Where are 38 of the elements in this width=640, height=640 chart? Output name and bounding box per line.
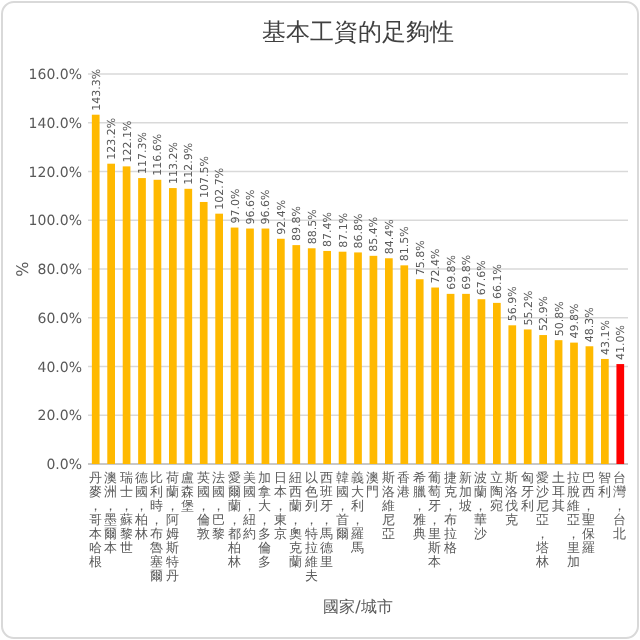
bar [261, 228, 270, 464]
bar [554, 340, 563, 464]
bar [277, 238, 285, 464]
bar [138, 178, 146, 464]
bar [230, 227, 239, 464]
bar [107, 163, 115, 464]
bar [477, 299, 486, 464]
bar [508, 325, 517, 464]
chart-title: 基本工資的足夠性 [262, 18, 454, 46]
bar [307, 248, 316, 464]
bar [570, 342, 578, 464]
bar [431, 287, 439, 464]
bar [539, 335, 547, 464]
bar [199, 201, 208, 464]
x-axis-title: 國家/城市 [323, 598, 393, 616]
bar [601, 358, 609, 464]
bar [385, 258, 393, 464]
bar [246, 228, 254, 464]
bar [169, 188, 177, 464]
bar [585, 346, 594, 464]
bar [616, 364, 625, 464]
bar [354, 252, 362, 464]
bar [153, 179, 162, 464]
y-axis-title: % [14, 260, 32, 277]
bar [215, 213, 223, 464]
bar [415, 279, 424, 464]
bar [446, 293, 455, 464]
bar [184, 188, 193, 464]
bar [369, 255, 378, 464]
bar [400, 265, 409, 464]
bar [462, 293, 470, 464]
bar [91, 114, 100, 464]
bar [122, 166, 131, 464]
bar [292, 245, 301, 464]
bar [523, 329, 532, 464]
bar [493, 302, 501, 464]
bar [323, 250, 331, 464]
bar [338, 251, 347, 464]
